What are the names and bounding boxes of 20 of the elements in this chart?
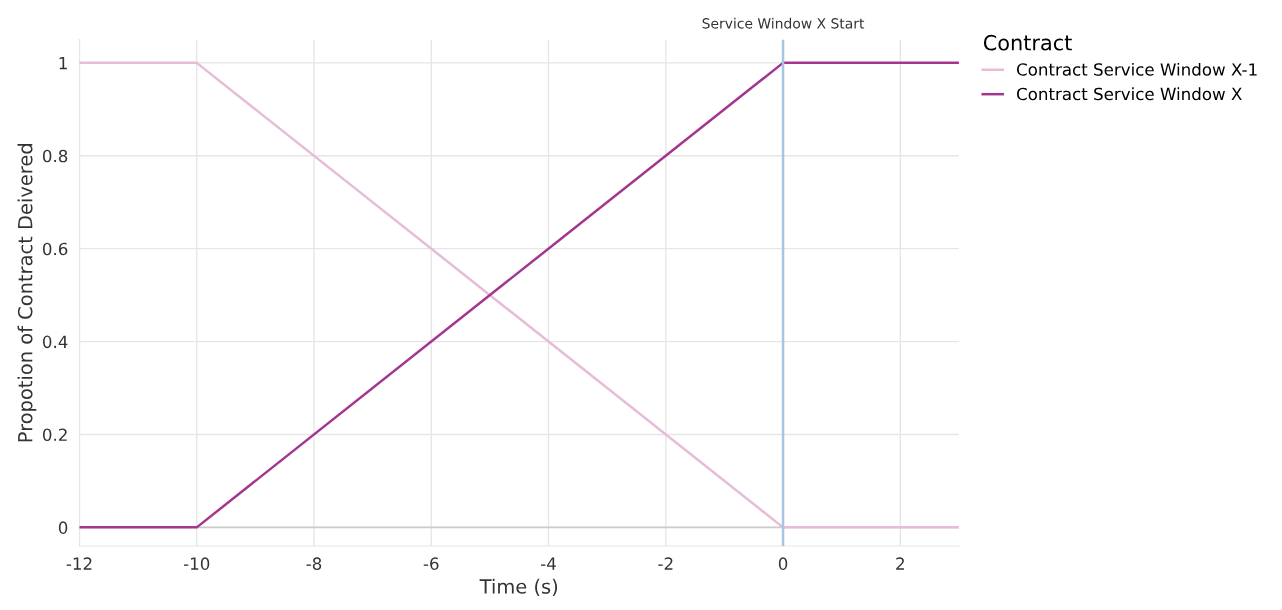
y-tick-label: 0.8 [42,149,68,163]
x-axis-title: Time (s) [479,578,558,597]
x-tick-label: -6 [423,557,439,570]
y-tick-label: 1 [59,57,67,70]
x-tick-label: -8 [306,557,322,570]
x-tick-label: -4 [541,557,556,570]
x-tick-label: -10 [183,557,210,570]
x-tick-label: 0 [778,557,788,570]
x-tick-label: -12 [66,557,92,570]
ref-line-label: Service Window X Start [702,17,865,29]
legend-title: Contract [983,34,1072,51]
legend-label: Contract Service Window X [1017,87,1242,101]
y-tick-label: 0.6 [42,242,68,256]
y-tick-label: 0 [58,521,68,534]
y-tick-label: 0.4 [42,335,68,349]
y-tick-label: 0.2 [42,428,67,442]
y-axis-title: Propotion of Contract Deivered [17,144,37,442]
legend-label: Contract Service Window X-1 [1017,62,1257,76]
x-tick-label: -2 [658,557,673,570]
x-tick-label: 2 [896,557,904,570]
